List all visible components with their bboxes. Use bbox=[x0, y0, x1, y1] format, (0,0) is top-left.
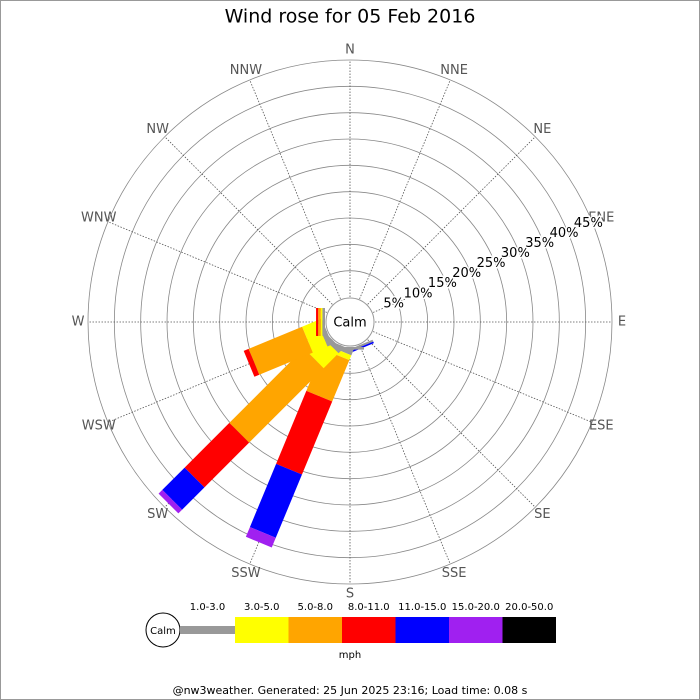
spoke bbox=[372, 221, 593, 313]
radial-tick-label: 25% bbox=[477, 256, 506, 271]
direction-label: NE bbox=[533, 122, 551, 137]
radial-tick-label: 30% bbox=[501, 246, 530, 261]
spoke bbox=[249, 79, 341, 300]
legend-label: 8.0-11.0 bbox=[348, 602, 390, 613]
legend-swatch bbox=[449, 617, 503, 643]
legend-swatch bbox=[502, 617, 556, 643]
footer: @nw3weather. Generated: 25 Jun 2025 23:1… bbox=[173, 684, 528, 697]
radial-tick-label: 15% bbox=[428, 276, 457, 291]
direction-label: SE bbox=[534, 507, 550, 522]
radial-tick-label: 20% bbox=[452, 266, 481, 281]
bar-segment bbox=[316, 308, 319, 336]
legend-swatch bbox=[235, 617, 289, 643]
direction-label: WSW bbox=[82, 419, 116, 434]
direction-label: NNW bbox=[230, 63, 262, 78]
grid-ring bbox=[298, 270, 402, 374]
bar-segment bbox=[302, 320, 328, 353]
direction-label: SSE bbox=[442, 566, 467, 581]
grid-ring bbox=[271, 243, 429, 401]
direction-label: ESE bbox=[589, 419, 614, 434]
direction-label: W bbox=[72, 315, 85, 330]
spoke bbox=[359, 79, 451, 300]
radial-tick-label: 40% bbox=[550, 226, 579, 241]
direction-label: E bbox=[618, 315, 626, 330]
bar-segment bbox=[306, 349, 350, 402]
direction-label: SW bbox=[147, 507, 168, 522]
spoke bbox=[164, 136, 333, 305]
bar-segment bbox=[320, 308, 323, 336]
spoke bbox=[372, 331, 593, 423]
bar-segment bbox=[162, 467, 205, 510]
radial-tick-label: 10% bbox=[404, 286, 433, 301]
direction-label: S bbox=[346, 587, 354, 602]
bar-segment bbox=[158, 489, 183, 514]
legend-swatch bbox=[288, 617, 342, 643]
grid-ring bbox=[192, 164, 508, 480]
radial-tick-label: 45% bbox=[574, 216, 603, 231]
legend-label: 3.0-5.0 bbox=[244, 602, 279, 613]
bar-segment bbox=[249, 463, 302, 538]
direction-label: SSW bbox=[231, 566, 261, 581]
grid-ring bbox=[166, 138, 534, 506]
legend-label: 11.0-15.0 bbox=[398, 602, 446, 613]
spoke bbox=[367, 136, 536, 305]
legend-label: 5.0-8.0 bbox=[298, 602, 333, 613]
legend-calm-label: Calm bbox=[150, 626, 176, 637]
legend-label: 1.0-3.0 bbox=[190, 602, 225, 613]
direction-label: WNW bbox=[81, 210, 117, 225]
calm-circle bbox=[325, 297, 375, 347]
bar-segment bbox=[318, 308, 321, 336]
bar-segment bbox=[322, 308, 325, 336]
direction-label: NNE bbox=[440, 63, 468, 78]
bar-segment bbox=[229, 348, 324, 443]
direction-label: N bbox=[345, 43, 355, 58]
radial-tick-label: 35% bbox=[525, 236, 554, 251]
legend-unit: mph bbox=[339, 650, 361, 661]
chart-title: Wind rose for 05 Feb 2016 bbox=[225, 6, 476, 28]
calm-label: Calm bbox=[333, 316, 366, 331]
legend-swatch bbox=[342, 617, 396, 643]
legend-label: 20.0-50.0 bbox=[505, 602, 553, 613]
spoke bbox=[367, 339, 536, 508]
grid-ring bbox=[87, 59, 613, 585]
legend-swatch bbox=[180, 626, 235, 634]
bar-segment bbox=[248, 326, 313, 375]
spoke bbox=[107, 221, 328, 313]
direction-label: ENE bbox=[588, 210, 614, 225]
direction-label: NW bbox=[146, 122, 169, 137]
bar-segment bbox=[245, 527, 276, 548]
legend-label: 15.0-20.0 bbox=[452, 602, 500, 613]
bar-segment bbox=[276, 390, 333, 475]
bar-segment bbox=[243, 348, 260, 377]
radial-tick-label: 5% bbox=[383, 296, 404, 311]
bar-segment bbox=[184, 422, 250, 488]
legend-swatch bbox=[395, 617, 449, 643]
spoke bbox=[359, 344, 451, 565]
